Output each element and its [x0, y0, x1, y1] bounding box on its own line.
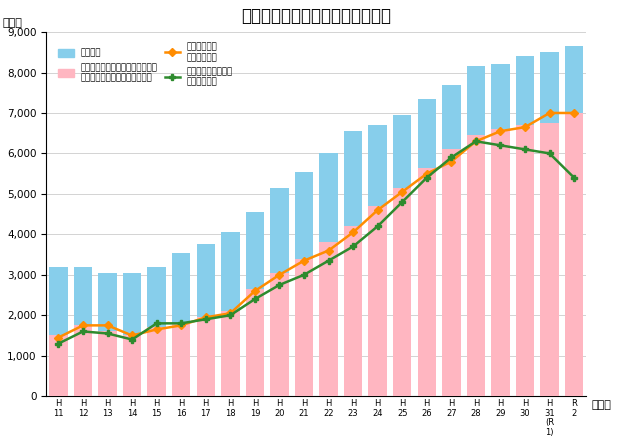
Bar — [320, 154, 338, 396]
Text: （名）: （名） — [3, 18, 23, 28]
Bar — [197, 317, 215, 396]
Bar — [74, 325, 92, 396]
Bar — [148, 267, 166, 396]
Bar — [368, 125, 387, 396]
Text: （年）: （年） — [592, 400, 612, 410]
Legend: 正会員数, 後見人及び後見監督人候補者名簿
いずれかに登載している会員数, 後見人候補者
名簿登載者数, 後見人監督人候補者
名簿登載者数: 正会員数, 後見人及び後見監督人候補者名簿 いずれかに登載している会員数, 後見… — [56, 40, 235, 89]
Bar — [540, 123, 559, 396]
Bar — [295, 172, 313, 396]
Bar — [246, 289, 264, 396]
Bar — [393, 188, 412, 396]
Bar — [344, 226, 362, 396]
Bar — [270, 273, 289, 396]
Bar — [148, 327, 166, 396]
Bar — [172, 253, 190, 396]
Bar — [442, 149, 460, 396]
Bar — [418, 167, 436, 396]
Bar — [221, 311, 240, 396]
Bar — [467, 67, 485, 396]
Bar — [270, 188, 289, 396]
Bar — [221, 232, 240, 396]
Bar — [344, 131, 362, 396]
Bar — [320, 242, 338, 396]
Bar — [49, 336, 67, 396]
Bar — [565, 113, 583, 396]
Bar — [197, 245, 215, 396]
Bar — [393, 115, 412, 396]
Bar — [98, 273, 117, 396]
Title: リーガルサポート正会員数の推移: リーガルサポート正会員数の推移 — [241, 7, 391, 25]
Bar — [98, 331, 117, 396]
Bar — [295, 258, 313, 396]
Bar — [516, 56, 534, 396]
Bar — [540, 52, 559, 396]
Bar — [74, 267, 92, 396]
Bar — [516, 125, 534, 396]
Bar — [172, 323, 190, 396]
Bar — [49, 267, 67, 396]
Bar — [418, 99, 436, 396]
Bar — [491, 64, 510, 396]
Bar — [565, 46, 583, 396]
Bar — [123, 273, 142, 396]
Bar — [368, 206, 387, 396]
Bar — [467, 135, 485, 396]
Bar — [491, 129, 510, 396]
Bar — [246, 212, 264, 396]
Bar — [123, 336, 142, 396]
Bar — [442, 85, 460, 396]
